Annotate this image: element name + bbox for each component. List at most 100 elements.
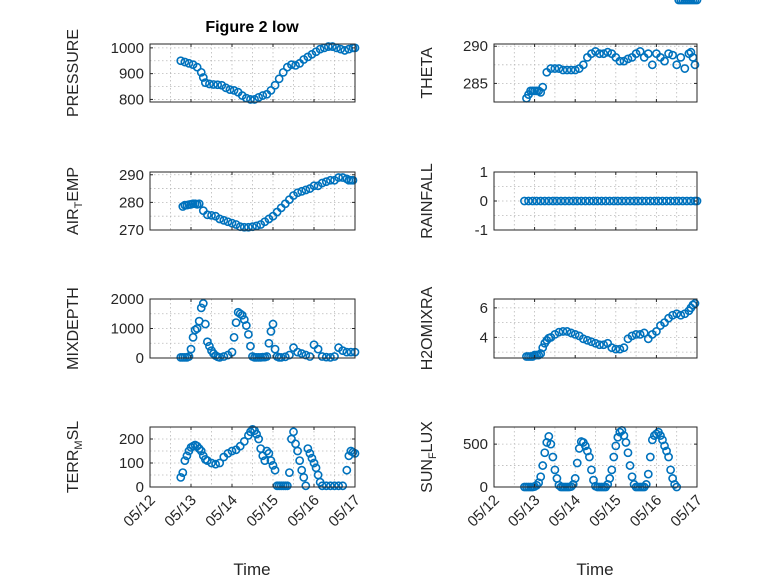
data-point [205,341,214,351]
data-point [528,196,537,206]
y-tick-label: 0 [136,350,144,367]
data-point [229,332,239,342]
data-point [607,465,617,475]
data-point [202,337,212,347]
data-point [239,222,249,232]
x-tick-label: 05/16 [627,492,666,531]
data-point [552,196,562,206]
data-point [520,196,529,206]
data-point [637,196,647,206]
data-point [664,452,673,462]
data-point [186,344,196,354]
data-point [317,178,327,188]
data-point [580,441,590,451]
data-point [649,196,659,206]
data-point [652,327,661,336]
data-point [570,474,580,483]
data-point [342,347,352,357]
data-point [317,352,327,361]
data-point [645,196,655,206]
data-point [262,352,272,361]
y-tick-label: -1 [475,222,488,239]
x-tick-label: 05/17 [667,492,706,531]
data-point [297,465,307,475]
data-point [219,215,229,225]
data-point [682,196,692,206]
data-point [301,481,311,491]
data-point [558,327,568,336]
axes-frame [149,426,356,488]
data-point [338,346,348,356]
data-point [554,327,564,337]
data-point [609,452,619,462]
data-point [599,340,609,350]
data-point [309,181,319,191]
data-point [190,325,200,335]
data-point [582,335,592,345]
data-point [617,196,627,206]
data-point [643,49,653,59]
x-tick-label: 05/15 [243,492,282,531]
data-point [668,310,678,320]
data-point [536,196,546,206]
data-point [658,196,667,206]
data-point [284,195,294,205]
data-point [274,74,284,84]
data-point [321,177,331,187]
x-tick-label: 05/15 [586,492,625,531]
data-point [272,207,282,217]
data-point [293,347,302,357]
x-axis-label-left: Time [233,560,270,579]
data-point [307,453,317,463]
data-point [690,60,700,70]
data-point [348,175,358,185]
data-point [538,343,548,353]
data-point [270,465,280,475]
data-point [629,196,639,206]
data-point [239,436,249,446]
data-point [176,56,186,66]
data-point [631,329,641,339]
panel-rainfall: -1 0 1 RAINFALL [419,163,702,239]
data-point [615,344,625,354]
y-tick-label: 1 [480,164,488,181]
data-point [603,47,613,57]
data-point [258,91,268,100]
y-tick-label: 500 [463,436,488,453]
data-point [293,446,302,456]
data-point [568,196,578,206]
y-axis-label: TERRMSL [65,421,85,493]
data-point [623,448,633,458]
data-point [246,95,255,104]
x-tick-label: 05/16 [284,492,323,531]
data-point [647,435,657,445]
y-tick-label: 280 [119,194,144,211]
figure-title: Figure 2 low [205,19,299,36]
data-point [276,203,286,213]
data-point [554,64,564,73]
y-tick-label: 1000 [111,321,144,338]
data-point [652,429,661,439]
data-point [536,87,546,97]
data-point [213,80,223,90]
data-point [280,352,290,362]
data-point [205,79,214,89]
data-point [317,481,327,491]
data-point [576,196,586,206]
panel-terr-msl: 05/12 05/13 05/14 05/15 05/16 05/17 0 100 200 TER… [65,421,364,531]
data-point [229,86,239,95]
data-point [609,196,619,206]
data-point [566,65,576,75]
data-point [666,196,676,206]
data-point [287,60,296,70]
data-point [570,329,580,339]
data-point [639,328,649,338]
y-tick-label: 0 [480,479,488,496]
data-point [540,196,550,206]
data-point [200,319,210,329]
data-point [641,196,651,206]
panel-pressure: 800 900 1000 PRESSURE [65,29,360,117]
data-point [266,456,276,465]
data-point [196,303,206,313]
x-tick-label: 05/13 [161,492,200,531]
